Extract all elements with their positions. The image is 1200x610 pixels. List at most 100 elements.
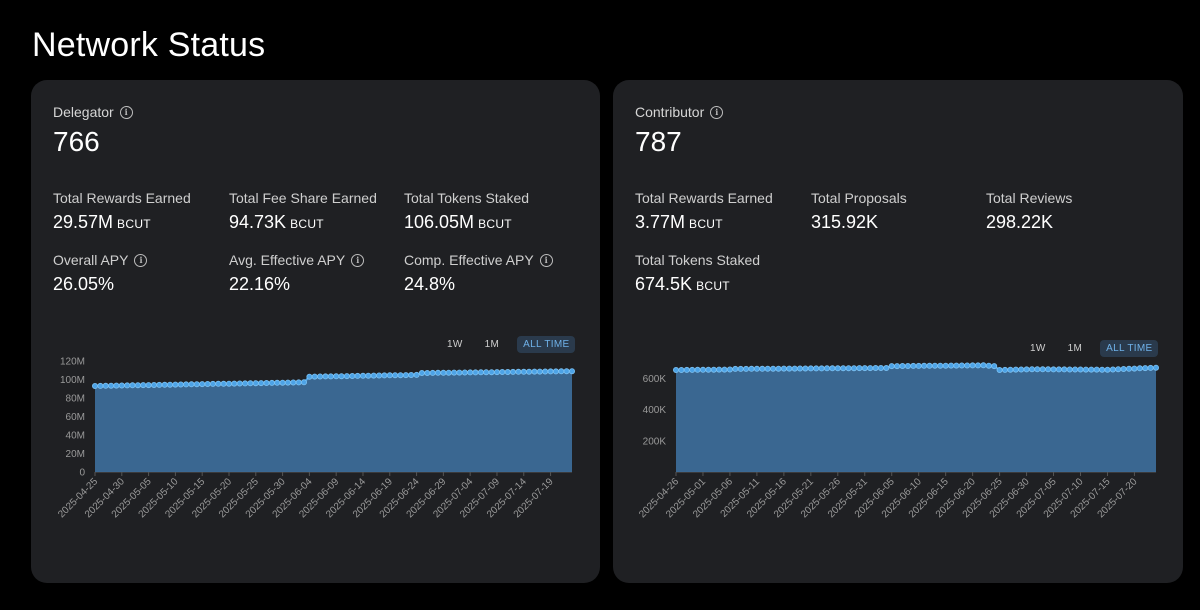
data-point — [183, 381, 190, 388]
data-point — [381, 372, 388, 379]
data-point — [445, 369, 452, 376]
stat-total-tokens-staked: Total Tokens Staked 106.05M BCUT — [404, 190, 529, 233]
data-point — [1050, 366, 1057, 373]
data-point — [861, 365, 868, 372]
data-point — [732, 365, 739, 372]
data-point — [737, 365, 744, 372]
data-point — [306, 373, 313, 380]
contributor-label-row: Contributor i — [635, 104, 724, 120]
data-point — [883, 364, 890, 371]
data-point — [467, 369, 474, 376]
info-icon[interactable]: i — [119, 105, 133, 119]
data-point — [1120, 365, 1127, 372]
data-point — [199, 381, 206, 388]
stat-label: Total Rewards Earned — [53, 190, 191, 206]
data-point — [1126, 365, 1133, 372]
data-point — [552, 368, 559, 375]
data-point — [563, 368, 570, 375]
data-point — [456, 369, 463, 376]
data-point — [322, 373, 329, 380]
delegator-count: 766 — [53, 126, 100, 157]
data-point — [188, 381, 195, 388]
data-point — [236, 380, 243, 387]
contributor-label: Contributor — [635, 104, 705, 120]
stat-comp-effective-apy: Comp. Effective APY i 24.8% — [404, 252, 553, 295]
stat-label: Comp. Effective APY — [404, 252, 534, 268]
data-point — [429, 369, 436, 376]
data-point — [942, 362, 949, 369]
data-point — [850, 365, 857, 372]
data-point — [937, 362, 944, 369]
stat-label: Total Proposals — [811, 190, 907, 206]
data-point — [770, 365, 777, 372]
stat-label: Total Fee Share Earned — [229, 190, 377, 206]
data-point — [418, 369, 425, 376]
tab-all-time[interactable]: ALL TIME — [517, 336, 576, 353]
data-point — [748, 365, 755, 372]
info-icon[interactable]: i — [351, 253, 365, 267]
stat-value: 298.22K — [986, 212, 1054, 232]
data-point — [964, 362, 971, 369]
data-point — [284, 379, 291, 386]
data-point — [1061, 366, 1068, 373]
tab-1w[interactable]: 1W — [1030, 343, 1046, 354]
data-point — [1045, 366, 1052, 373]
data-point — [558, 368, 565, 375]
y-tick-label: 60M — [66, 412, 85, 423]
data-point — [220, 380, 227, 387]
stat-total-fee-share: Total Fee Share Earned 94.73K BCUT — [229, 190, 377, 233]
stat-label: Total Rewards Earned — [635, 190, 773, 206]
data-point — [343, 373, 350, 380]
y-tick-label: 100M — [60, 375, 85, 386]
data-point — [991, 363, 998, 370]
data-point — [209, 380, 216, 387]
data-point — [705, 366, 712, 373]
data-point — [542, 368, 549, 375]
data-point — [531, 368, 538, 375]
data-point — [177, 381, 184, 388]
tab-1w[interactable]: 1W — [447, 339, 463, 350]
data-point — [172, 381, 179, 388]
stat-label: Total Tokens Staked — [635, 252, 761, 268]
data-point — [910, 362, 917, 369]
tab-1m[interactable]: 1M — [1067, 343, 1083, 354]
data-point — [1082, 366, 1089, 373]
data-point — [1099, 366, 1106, 373]
data-point — [791, 365, 798, 372]
info-icon[interactable]: i — [134, 253, 148, 267]
data-point — [376, 372, 383, 379]
data-point — [370, 372, 377, 379]
y-tick-label: 400K — [643, 405, 667, 416]
data-point — [225, 380, 232, 387]
contributor-card: Contributor i 787 Total Rewards Earned 3… — [613, 80, 1183, 583]
data-point — [113, 382, 120, 389]
data-point — [974, 362, 981, 369]
data-point — [520, 368, 527, 375]
data-point — [1147, 364, 1154, 371]
delegator-label: Delegator — [53, 104, 114, 120]
data-point — [1034, 366, 1041, 373]
data-point — [354, 372, 361, 379]
data-point — [1115, 366, 1122, 373]
data-point — [129, 382, 136, 389]
data-point — [818, 365, 825, 372]
data-point — [786, 365, 793, 372]
info-icon[interactable]: i — [710, 105, 724, 119]
data-point — [764, 365, 771, 372]
tab-all-time[interactable]: ALL TIME — [1100, 340, 1159, 357]
data-point — [1109, 366, 1116, 373]
tab-1m[interactable]: 1M — [484, 339, 500, 350]
data-point — [915, 362, 922, 369]
y-tick-label: 20M — [66, 449, 85, 460]
data-point — [1039, 366, 1046, 373]
data-point — [894, 363, 901, 370]
data-point — [856, 365, 863, 372]
data-point — [317, 373, 324, 380]
info-icon[interactable]: i — [539, 253, 553, 267]
data-point — [780, 365, 787, 372]
data-point — [743, 365, 750, 372]
data-point — [472, 369, 479, 376]
data-point — [215, 380, 222, 387]
stat-total-rewards: Total Rewards Earned 29.57M BCUT — [53, 190, 191, 233]
data-point — [268, 379, 275, 386]
